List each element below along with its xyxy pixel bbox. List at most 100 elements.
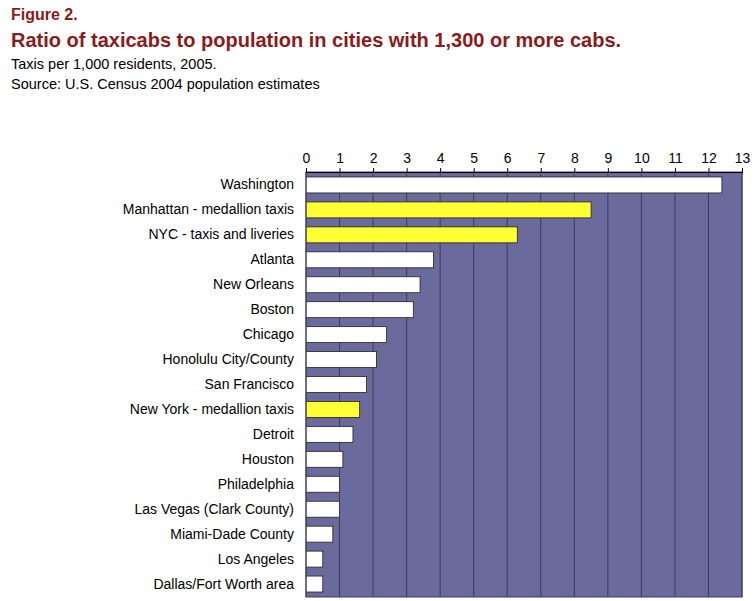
category-label: Houston (242, 451, 294, 467)
tick-mark (306, 168, 307, 172)
category-label: Dallas/Fort Worth area (153, 576, 294, 592)
tick-label: 6 (504, 150, 512, 166)
category-label: Manhattan - medallion taxis (123, 201, 294, 217)
tick-mark (708, 168, 709, 172)
y-axis: Washington Manhattan - medallion taxis NYC… (123, 176, 294, 591)
category-label: Las Vegas (Clark County) (134, 501, 294, 517)
tick: 4 (437, 150, 445, 172)
category-tick: Honolulu City/County (162, 351, 294, 367)
category-tick: Dallas/Fort Worth area (153, 576, 294, 592)
tick-label: 13 (735, 150, 751, 166)
category-tick: Manhattan - medallion taxis (123, 201, 294, 217)
bar (306, 551, 323, 567)
category-label: Chicago (243, 326, 295, 342)
subtitle: Taxis per 1,000 residents, 2005. (11, 56, 217, 72)
tick-mark (440, 168, 441, 172)
tick-label: 9 (604, 150, 612, 166)
category-tick: Miami-Dade County (170, 526, 294, 542)
tick: 10 (634, 150, 650, 172)
tick-label: 3 (403, 150, 411, 166)
bar (306, 277, 420, 293)
bars (306, 177, 722, 592)
bar (306, 377, 366, 393)
bar (306, 252, 433, 268)
category-tick: Boston (250, 301, 294, 317)
tick: 9 (604, 150, 612, 172)
category-tick: Washington (221, 176, 294, 192)
tick: 1 (336, 150, 344, 172)
tick: 11 (668, 150, 683, 172)
plot-frame (306, 172, 742, 597)
tick-mark (675, 168, 676, 172)
tick-mark (641, 168, 642, 172)
category-tick: Atlanta (250, 251, 294, 267)
category-label: San Francisco (205, 376, 295, 392)
chart: Figure 2.Ratio of taxicabs to population… (0, 0, 755, 601)
tick: 2 (370, 150, 378, 172)
bar (306, 327, 386, 343)
category-label: Miami-Dade County (170, 526, 294, 542)
grid-line (607, 172, 608, 597)
tick: 5 (470, 150, 478, 172)
tick: 13 (735, 150, 751, 172)
bar (306, 476, 340, 492)
bar (306, 177, 722, 193)
category-label: Los Angeles (218, 551, 294, 567)
category-tick: New Orleans (213, 276, 294, 292)
grid-line (674, 172, 675, 597)
tick-label: 0 (303, 150, 311, 166)
plot-background (306, 172, 742, 597)
grid-line (641, 172, 642, 597)
category-tick: Philadelphia (218, 476, 294, 492)
bar (306, 401, 360, 417)
grid (306, 172, 742, 597)
category-label: NYC - taxis and liveries (149, 226, 295, 242)
bar (306, 227, 517, 243)
bar (306, 451, 343, 467)
tick-mark (474, 168, 475, 172)
category-label: Philadelphia (218, 476, 294, 492)
tick-label: 10 (634, 150, 650, 166)
tick: 3 (403, 150, 411, 172)
category-tick: San Francisco (205, 376, 295, 392)
tick-mark (373, 168, 374, 172)
tick: 0 (303, 150, 311, 172)
bar (306, 202, 591, 218)
bar (306, 352, 376, 368)
tick-label: 7 (537, 150, 545, 166)
bar (306, 501, 340, 517)
bar (306, 426, 353, 442)
tick-label: 8 (571, 150, 579, 166)
bar (306, 576, 323, 592)
tick: 12 (701, 150, 717, 172)
category-tick: Los Angeles (218, 551, 294, 567)
bar (306, 526, 333, 542)
source: Source: U.S. Census 2004 population esti… (11, 76, 320, 92)
category-label: Detroit (253, 426, 294, 442)
category-label: New York - medallion taxis (130, 401, 294, 417)
figure-label: Figure 2. (11, 6, 78, 23)
tick-label: 5 (470, 150, 478, 166)
tick-mark (407, 168, 408, 172)
category-tick: Chicago (243, 326, 295, 342)
category-label: Washington (221, 176, 294, 192)
tick-mark (742, 168, 743, 172)
category-tick: New York - medallion taxis (130, 401, 294, 417)
tick-mark (608, 168, 609, 172)
grid-line (708, 172, 709, 597)
plot: 012345678910111213WashingtonManhattan - … (123, 150, 751, 597)
category-tick: Detroit (253, 426, 294, 442)
tick-label: 2 (370, 150, 378, 166)
tick: 6 (504, 150, 512, 172)
tick-label: 1 (336, 150, 344, 166)
category-tick: Las Vegas (Clark County) (134, 501, 294, 517)
tick-mark (340, 168, 341, 172)
tick-mark (507, 168, 508, 172)
category-label: Boston (250, 301, 294, 317)
grid-line (540, 172, 541, 597)
grid-line (574, 172, 575, 597)
category-tick: NYC - taxis and liveries (149, 226, 295, 242)
bar (306, 302, 413, 318)
tick: 8 (571, 150, 579, 172)
axis-line (307, 168, 743, 173)
